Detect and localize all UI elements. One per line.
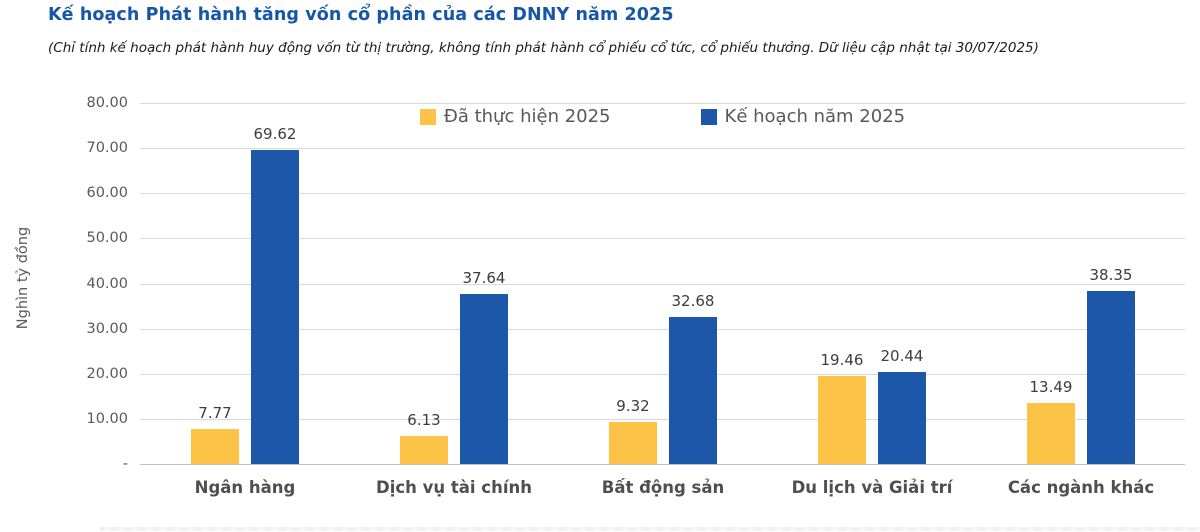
bar-plan xyxy=(878,372,926,464)
x-category-label: Bất động sản xyxy=(601,478,725,497)
gridline xyxy=(140,418,1185,420)
x-category-label: Ngân hàng xyxy=(194,478,296,497)
bar-plan xyxy=(460,294,508,464)
bar-value-label: 20.44 xyxy=(880,347,924,365)
bar-value-label: 19.46 xyxy=(820,351,864,369)
bar-plan xyxy=(1087,291,1135,464)
x-category-label: Các ngành khác xyxy=(1007,478,1155,497)
bar-done xyxy=(1027,403,1075,464)
gridline xyxy=(140,238,1185,240)
gridline xyxy=(140,193,1185,195)
bar-value-label: 13.49 xyxy=(1029,378,1073,396)
gridline xyxy=(140,328,1185,330)
chart-subtitle: (Chỉ tính kế hoạch phát hành huy động vố… xyxy=(48,40,1039,56)
bar-value-label: 7.77 xyxy=(198,404,232,422)
legend-swatch-icon xyxy=(700,108,717,125)
y-tick-label: 30.00 xyxy=(86,320,128,337)
gridline xyxy=(140,464,1185,465)
legend-swatch-icon xyxy=(419,108,436,125)
y-tick-label: 10.00 xyxy=(86,410,128,427)
y-tick-label: 80.00 xyxy=(86,95,128,111)
y-tick-label: 50.00 xyxy=(86,230,128,247)
y-tick-label: 60.00 xyxy=(86,185,128,202)
legend-label: Đã thực hiện 2025 xyxy=(443,106,611,127)
x-category-label: Dịch vụ tài chính xyxy=(376,478,532,497)
cropped-content-edge xyxy=(100,527,1200,531)
bar-plan xyxy=(251,150,299,464)
legend-label: Kế hoạch năm 2025 xyxy=(724,106,906,127)
bar-value-label: 9.32 xyxy=(616,397,650,415)
gridline xyxy=(140,373,1185,375)
y-tick-label: 70.00 xyxy=(86,140,128,157)
bar-done xyxy=(818,376,866,464)
bar-value-label: 37.64 xyxy=(462,269,506,287)
y-tick-label: 40.00 xyxy=(86,275,128,292)
legend-item: Kế hoạch năm 2025 xyxy=(700,106,906,127)
bar-value-label: 32.68 xyxy=(671,292,715,310)
bar-value-label: 6.13 xyxy=(407,411,441,429)
x-category-label: Du lịch và Giải trí xyxy=(791,478,953,497)
chart-legend: Đã thực hiện 2025 Kế hoạch năm 2025 xyxy=(140,106,1185,127)
y-tick-label: 20.00 xyxy=(86,365,128,382)
bar-value-label: 69.62 xyxy=(253,125,297,143)
gridline xyxy=(140,103,1185,104)
bar-done xyxy=(609,422,657,464)
legend-item: Đã thực hiện 2025 xyxy=(419,106,611,127)
y-tick-label: - xyxy=(122,456,128,472)
gridline xyxy=(140,148,1185,150)
bar-done xyxy=(400,436,448,464)
chart-title: Kế hoạch Phát hành tăng vốn cổ phần của … xyxy=(48,5,674,25)
bar-plan xyxy=(669,317,717,464)
bar-done xyxy=(191,429,239,464)
bar-value-label: 38.35 xyxy=(1089,266,1133,284)
gridline xyxy=(140,283,1185,285)
y-axis-title: Nghìn tỷ đồng xyxy=(15,226,31,330)
